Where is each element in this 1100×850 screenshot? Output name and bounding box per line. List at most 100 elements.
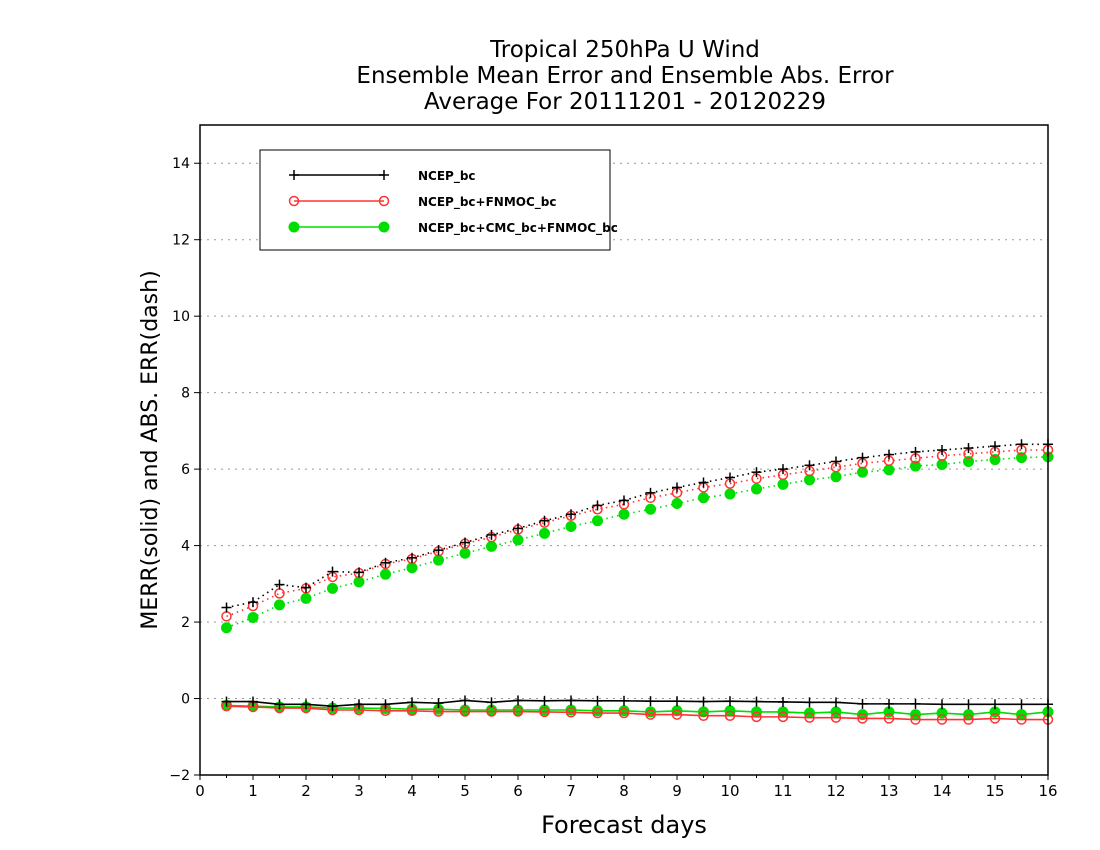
chart-title-line-3: Average For 20111201 - 20120229 (423, 89, 827, 115)
plus-marker (354, 699, 364, 710)
abs-err-line (226, 449, 1048, 618)
x-tick-label: 5 (460, 782, 470, 800)
series-NCEP_bc+CMC_bc+FNMOC_bc (221, 451, 1054, 721)
open-circle-marker (910, 714, 921, 725)
filled-circle-marker (433, 554, 444, 566)
y-tick-label: 6 (181, 462, 190, 478)
filled-circle-marker (989, 454, 1001, 466)
y-tick-label: 8 (181, 386, 190, 402)
chart-title-line-1: Tropical 250hPa U Wind (490, 37, 760, 63)
plus-marker (831, 697, 841, 708)
plus-marker (221, 696, 232, 707)
plus-marker (592, 695, 603, 706)
filled-circle-marker (380, 568, 391, 580)
plus-marker (460, 695, 470, 706)
merr-line (226, 699, 1048, 707)
y-tick-label: 10 (172, 309, 190, 325)
filled-circle-marker (565, 520, 577, 532)
x-tick-label: 15 (985, 782, 1004, 800)
plus-marker (433, 698, 444, 709)
filled-circle-marker (963, 455, 974, 467)
x-tick-label: 16 (1038, 782, 1057, 800)
plus-marker (301, 699, 311, 710)
y-tick-label: −2 (169, 768, 190, 784)
filled-circle-marker (592, 515, 603, 527)
filled-circle-marker (221, 622, 232, 634)
plus-marker (619, 495, 629, 506)
plus-marker (804, 460, 815, 471)
open-circle-marker (777, 711, 789, 723)
filled-circle-marker (910, 460, 921, 472)
plus-marker (248, 696, 258, 707)
plus-marker (301, 582, 311, 593)
x-tick-label: 11 (773, 782, 792, 800)
plus-marker (884, 449, 894, 460)
plus-marker (778, 696, 788, 707)
plus-marker (672, 482, 682, 493)
open-circle-marker (592, 707, 603, 719)
plus-marker (513, 523, 523, 534)
filled-circle-marker (486, 540, 497, 552)
legend-entry: NCEP_bc+FNMOC_bc (288, 195, 557, 210)
chart-title-line-2: Ensemble Mean Error and Ensemble Abs. Er… (356, 63, 894, 89)
plus-marker (407, 697, 417, 708)
filled-circle-marker (645, 503, 656, 515)
plus-marker (937, 445, 947, 455)
x-tick-label: 8 (619, 782, 629, 800)
plus-marker (751, 696, 762, 707)
plus-marker (327, 701, 338, 712)
plus-marker (831, 456, 841, 467)
open-circle-marker (698, 710, 709, 721)
plus-marker (1016, 439, 1027, 450)
filled-circle-marker (327, 582, 338, 594)
plus-marker (698, 696, 709, 707)
plus-marker (937, 699, 947, 710)
plus-marker (990, 699, 1000, 710)
plus-marker (354, 567, 364, 578)
legend-label: NCEP_bc+CMC_bc+FNMOC_bc (418, 221, 618, 236)
plus-marker (725, 696, 735, 707)
x-tick-label: 4 (407, 782, 417, 800)
open-circle-marker (724, 710, 736, 721)
legend-label: NCEP_bc+FNMOC_bc (418, 195, 557, 210)
series-NCEP_bc (221, 439, 1053, 712)
plus-marker (513, 695, 523, 706)
series-NCEP_bc+FNMOC_bc (221, 444, 1054, 725)
open-circle-marker (671, 709, 683, 720)
open-circle-marker (459, 706, 471, 717)
open-circle-marker (963, 714, 974, 725)
filled-circle-marker (671, 498, 683, 510)
x-tick-label: 9 (672, 782, 682, 800)
x-tick-label: 1 (248, 782, 258, 800)
filled-circle-marker (539, 527, 550, 539)
filled-circle-marker (883, 464, 895, 476)
x-tick-label: 6 (513, 782, 523, 800)
filled-circle-marker (804, 474, 815, 486)
open-circle-marker (512, 706, 524, 717)
plus-marker (910, 698, 921, 709)
open-circle-marker (989, 713, 1001, 724)
open-circle-marker (378, 195, 390, 207)
plus-marker (698, 477, 709, 488)
open-circle-marker (857, 713, 868, 724)
plus-marker (804, 697, 815, 708)
plus-marker (778, 464, 788, 475)
plus-marker (289, 170, 299, 180)
plus-marker (1016, 699, 1027, 710)
plus-marker (990, 441, 1000, 452)
plus-marker (248, 597, 258, 608)
filled-circle-marker (724, 488, 736, 500)
plus-marker (725, 472, 735, 483)
abs-err-line (226, 443, 1048, 609)
plus-marker (460, 537, 470, 548)
open-circle-marker (618, 707, 630, 719)
y-tick-label: 2 (181, 615, 190, 631)
legend-box (259, 149, 611, 251)
legend-label: NCEP_bc (418, 169, 476, 184)
legend-entry: NCEP_bc+CMC_bc+FNMOC_bc (288, 221, 618, 236)
open-circle-marker (804, 712, 815, 723)
x-tick-label: 2 (301, 782, 311, 800)
y-axis-label: MERR(solid) and ABS. ERR(dash) (138, 270, 163, 629)
